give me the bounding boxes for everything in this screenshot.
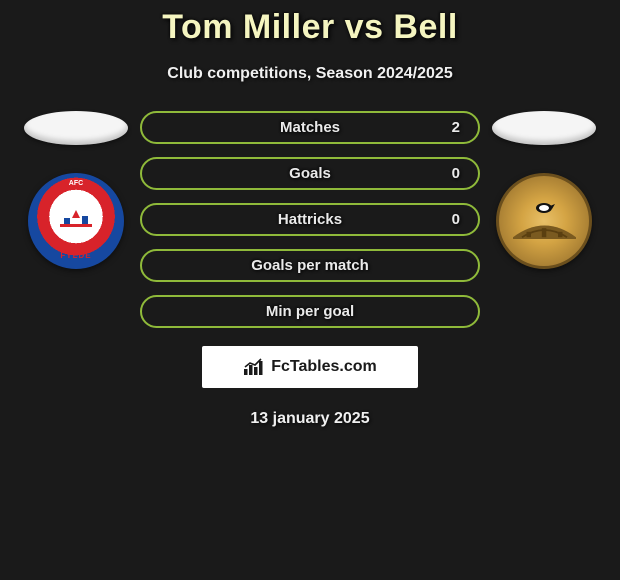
right-logo-bird-icon <box>532 198 556 216</box>
left-player-ellipse <box>24 111 128 145</box>
stat-bar-hattricks: Hattricks 0 <box>140 203 480 236</box>
stat-bar-matches: Matches 2 <box>140 111 480 144</box>
page-title: Tom Miller vs Bell <box>0 8 620 47</box>
stat-label: Min per goal <box>266 303 354 320</box>
stat-label: Matches <box>280 119 340 136</box>
right-column <box>484 111 604 269</box>
stats-column: Matches 2 Goals 0 Hattricks 0 Goals per … <box>136 111 484 328</box>
left-logo-graphic-icon <box>56 206 96 236</box>
left-club-logo: AFC FYLDE <box>28 173 124 269</box>
left-column: AFC FYLDE <box>16 111 136 269</box>
stat-value: 0 <box>452 165 460 182</box>
date-text: 13 january 2025 <box>0 410 620 428</box>
stat-bar-goals: Goals 0 <box>140 157 480 190</box>
left-logo-top-text: AFC <box>69 180 83 187</box>
subtitle: Club competitions, Season 2024/2025 <box>0 65 620 83</box>
right-player-ellipse <box>492 111 596 145</box>
brand-text: FcTables.com <box>271 358 377 376</box>
stat-bar-min-per-goal: Min per goal <box>140 295 480 328</box>
comparison-card: Tom Miller vs Bell Club competitions, Se… <box>0 0 620 428</box>
stat-label: Goals per match <box>251 257 369 274</box>
stat-label: Hattricks <box>278 211 342 228</box>
right-logo-bridge-icon <box>513 220 576 240</box>
brand-badge[interactable]: FcTables.com <box>202 346 418 388</box>
stat-label: Goals <box>289 165 331 182</box>
stat-value: 2 <box>452 119 460 136</box>
stat-bar-goals-per-match: Goals per match <box>140 249 480 282</box>
right-club-logo <box>496 173 592 269</box>
stat-value: 0 <box>452 211 460 228</box>
main-area: AFC FYLDE Matches 2 Goals 0 Hattricks <box>0 111 620 328</box>
bar-chart-icon <box>243 358 265 376</box>
left-logo-bottom-text: FYLDE <box>60 251 91 260</box>
